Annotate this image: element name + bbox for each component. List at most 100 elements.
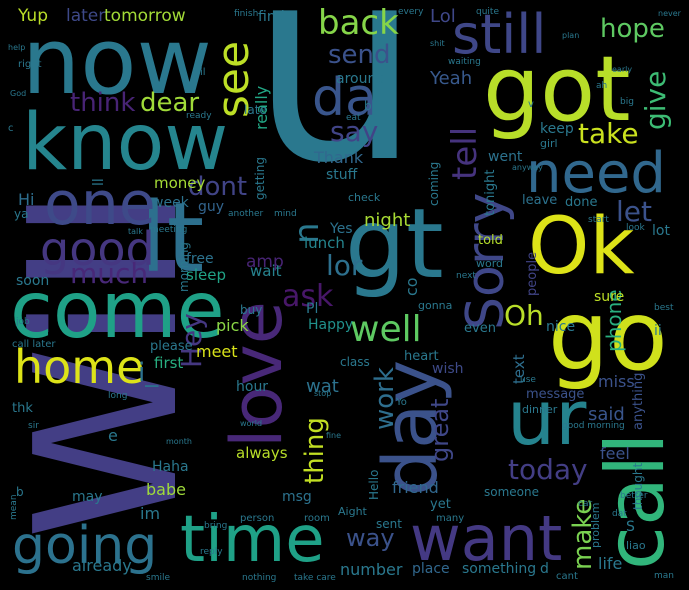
word-thought: thought <box>631 462 645 510</box>
word-co: co <box>402 277 421 296</box>
word-next: next <box>456 271 476 281</box>
word-heart: heart <box>404 349 439 364</box>
word-people: people <box>525 251 540 296</box>
word-work: work <box>370 367 400 430</box>
word-said: said <box>588 404 625 425</box>
word-lunch: lunch <box>304 234 345 252</box>
word-need: need <box>526 141 666 206</box>
word-problem: problem <box>589 502 602 548</box>
word-many: many <box>436 513 465 524</box>
word-da: da <box>312 68 377 128</box>
word-ll: ll <box>91 178 107 186</box>
word-job: job <box>16 317 30 327</box>
word-meet: meet <box>196 342 238 361</box>
word-finish: finish <box>234 9 259 19</box>
word-miss: miss <box>598 372 635 391</box>
word-room: room <box>304 513 330 524</box>
word-went: went <box>488 149 523 165</box>
word-yeah: Yeah <box>430 68 473 89</box>
word-take: take <box>578 117 639 150</box>
word-sleep: sleep <box>186 266 226 284</box>
word-man: man <box>654 571 674 581</box>
word-s: S <box>626 519 635 535</box>
word-happy: Happy <box>308 317 354 333</box>
word-thing: thing <box>300 417 330 484</box>
word-mind: mind <box>274 209 297 219</box>
word-word: word <box>476 257 504 270</box>
word-nothing: nothing <box>242 573 277 583</box>
word-help: help <box>8 43 26 52</box>
word-talk: talk <box>128 227 143 236</box>
word-check: check <box>348 191 381 204</box>
word-going: going <box>12 516 158 576</box>
word-haha: Haha <box>152 459 189 475</box>
word-say: say <box>330 115 379 148</box>
word-world: world <box>240 419 263 428</box>
word-look: look <box>626 223 645 233</box>
word-night: night <box>364 210 411 231</box>
word-even: even <box>464 321 496 336</box>
word-god: God <box>10 89 27 98</box>
word-may: may <box>72 489 103 505</box>
word-place: place <box>412 561 450 577</box>
word-early: early <box>612 65 633 74</box>
word-late: late <box>244 103 267 117</box>
word-want: want <box>410 502 563 575</box>
word-thank: Thank <box>314 148 364 167</box>
word-already: already <box>72 556 132 575</box>
word-time: time <box>180 503 325 577</box>
word-pick: pick <box>216 316 249 335</box>
word-b: b <box>16 485 24 499</box>
word-u: u <box>250 0 422 222</box>
word-getting: getting <box>253 157 267 200</box>
word-smile: smile <box>146 573 170 583</box>
word-dinner: dinner <box>522 403 558 416</box>
word-shit: shit <box>430 39 445 48</box>
word-car: car <box>578 499 593 509</box>
word-anything: anything <box>631 372 646 430</box>
word-guy: guy <box>198 199 225 215</box>
word-im: im <box>140 504 161 523</box>
word-good-morning: good morning <box>562 421 625 431</box>
word-today: today <box>508 453 588 486</box>
word-ii: ii <box>654 323 662 339</box>
word-think: think <box>70 88 136 118</box>
word-leave: leave <box>522 193 558 208</box>
word-now: now <box>22 8 212 115</box>
word-fine: fine <box>326 431 342 440</box>
word-let: let <box>616 195 652 228</box>
word-anyway: anyway <box>512 163 543 172</box>
word-know: know <box>22 98 229 188</box>
word-around: around <box>336 71 386 87</box>
word-waiting: waiting <box>448 57 481 67</box>
word-ah: ah <box>596 81 608 91</box>
word-hope: hope <box>600 14 665 44</box>
word-still: still <box>452 3 547 66</box>
word-babe: babe <box>146 480 186 499</box>
word-number: number <box>340 560 403 579</box>
word-hello: Hello <box>367 469 381 500</box>
word-tell: tell <box>445 126 485 180</box>
word-oh: Oh <box>504 299 544 332</box>
word-free: free <box>186 251 214 267</box>
word-dat: dat <box>612 509 627 519</box>
word-got: got <box>483 37 631 142</box>
word-girl: girl <box>540 137 558 150</box>
word-quite: quite <box>476 7 499 17</box>
word-wish: wish <box>432 361 464 377</box>
word-dear: dear <box>140 88 200 118</box>
word-yup: Yup <box>18 6 48 26</box>
word-week: week <box>152 195 189 211</box>
word-sir: sir <box>28 421 39 431</box>
word-back: back <box>318 3 399 43</box>
word-well: well <box>350 309 422 350</box>
word-good: good <box>40 222 155 276</box>
word-yes: Yes <box>330 221 353 237</box>
word-another: another <box>228 209 264 219</box>
word-ok: Ok <box>528 202 635 292</box>
word-one: one <box>44 169 156 239</box>
word-v: v <box>528 99 534 110</box>
word-liao: liao <box>626 539 646 552</box>
word-reply: reply <box>200 547 223 557</box>
